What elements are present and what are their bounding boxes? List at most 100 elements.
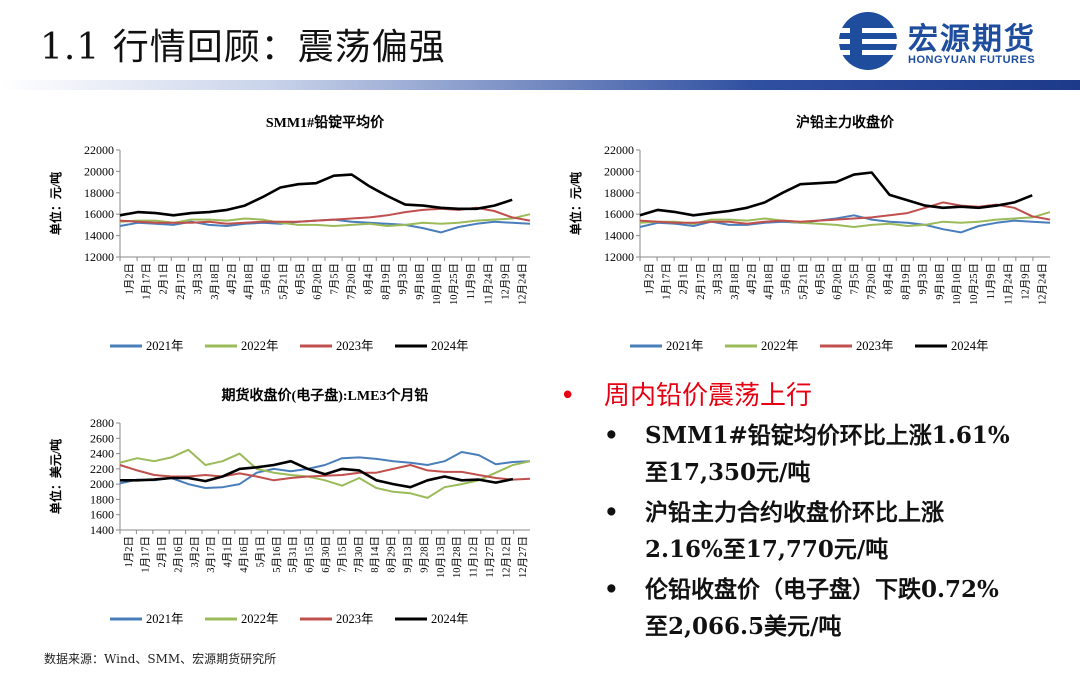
chart-title: 沪铅主力收盘价 — [796, 114, 895, 131]
series-line-2022 — [119, 448, 531, 499]
y-tick-label: 18000 — [84, 186, 114, 200]
x-tick-label: 10月25日 — [448, 263, 460, 305]
x-tick-label: 12月9日 — [1019, 263, 1031, 300]
bullet-main: • 周内铅价震荡上行 — [560, 378, 1070, 414]
x-tick-label: 5月16日 — [271, 536, 283, 573]
y-tick-label: 18000 — [604, 186, 634, 200]
x-tick-label: 9月28日 — [418, 536, 430, 573]
x-tick-label: 7月15日 — [336, 536, 348, 573]
title-underline-bar — [0, 80, 1080, 90]
x-tick-label: 8月4日 — [883, 263, 895, 295]
legend-label: 2023年 — [856, 339, 894, 353]
x-tick-label: 2月17日 — [695, 263, 707, 300]
x-tick-label: 5月6日 — [780, 263, 792, 295]
logo-english-text: HONGYUAN FUTURES — [908, 54, 1036, 66]
x-tick-label: 5月31日 — [287, 536, 299, 573]
x-tick-label: 7月30日 — [353, 536, 365, 573]
y-tick-label: 2800 — [90, 416, 114, 430]
series-line-2021 — [639, 214, 1051, 234]
x-tick-label: 10月10日 — [431, 263, 443, 305]
bullet-item-line: 伦铅收盘价（电子盘）下跌0.72% — [645, 576, 999, 603]
x-tick-label: 2月17日 — [175, 263, 187, 300]
x-tick-label: 12月9日 — [499, 263, 511, 300]
x-tick-label: 8月4日 — [363, 263, 375, 295]
x-tick-label: 3月18日 — [729, 263, 741, 300]
bullet-item-line: 至17,350元/吨 — [645, 459, 811, 486]
x-tick-label: 7月20日 — [346, 263, 358, 300]
legend-label: 2024年 — [951, 339, 989, 353]
x-tick-label: 12月27日 — [517, 536, 529, 578]
legend-label: 2023年 — [336, 612, 374, 626]
x-tick-label: 5月21日 — [277, 263, 289, 300]
y-tick-label: 12000 — [84, 250, 114, 264]
y-tick-label: 22000 — [604, 143, 634, 157]
chart-title: 期货收盘价(电子盘):LME3个月铅 — [222, 387, 429, 404]
legend-label: 2022年 — [241, 339, 279, 353]
x-tick-label: 8月19日 — [380, 263, 392, 300]
x-tick-label: 9月3日 — [917, 263, 929, 295]
x-tick-label: 11月9日 — [465, 263, 477, 299]
x-tick-label: 3月3日 — [192, 263, 204, 295]
series-line-2023 — [119, 464, 531, 482]
logo-chinese-text: 宏源期货 — [908, 22, 1036, 57]
x-tick-label: 2月1日 — [156, 536, 168, 568]
x-tick-label: 11月24日 — [482, 263, 494, 305]
x-tick-label: 9月13日 — [402, 536, 414, 573]
x-tick-label: 2月16日 — [172, 536, 184, 573]
x-tick-label: 11月24日 — [1002, 263, 1014, 305]
legend-label: 2024年 — [431, 612, 469, 626]
x-tick-label: 6月20日 — [831, 263, 843, 300]
x-tick-label: 11月27日 — [484, 536, 496, 578]
bullet-item-line: 至2,066.5美元/吨 — [645, 613, 842, 640]
x-tick-label: 8月29日 — [386, 536, 398, 573]
y-tick-label: 2200 — [90, 462, 114, 476]
y-tick-label: 20000 — [604, 164, 634, 178]
x-tick-label: 1月2日 — [644, 263, 656, 295]
logo-mark-icon — [838, 12, 898, 70]
series-line-2022 — [639, 211, 1051, 228]
x-tick-label: 10月13日 — [435, 536, 447, 578]
x-tick-label: 10月25日 — [968, 263, 980, 305]
legend-label: 2021年 — [666, 339, 704, 353]
chart-shfe-lead-close: 沪铅主力收盘价 单位：元/吨 12000 14000 16000 18000 20000 22… — [560, 105, 1070, 375]
x-tick-label: 2月1日 — [678, 263, 690, 295]
bullet-dot-icon: • — [604, 499, 619, 526]
x-tick-label: 6月30日 — [320, 536, 332, 573]
x-tick-label: 6月15日 — [304, 536, 316, 573]
legend-label: 2024年 — [431, 339, 469, 353]
y-tick-label: 2000 — [90, 477, 114, 491]
company-logo: 宏源期货 HONGYUAN FUTURES — [828, 8, 1073, 74]
x-tick-label: 4月18日 — [763, 263, 775, 300]
x-tick-label: 1月17日 — [140, 536, 152, 573]
y-tick-label: 1600 — [90, 508, 114, 522]
bullet-item-line: 2.16%至17,770元/吨 — [645, 536, 889, 563]
data-source-note: 数据来源：Wind、SMM、宏源期货研究所 — [44, 652, 277, 666]
x-tick-label: 4月18日 — [243, 263, 255, 300]
x-tick-label: 7月5日 — [849, 263, 861, 295]
legend-label: 2022年 — [241, 612, 279, 626]
chart-title: SMM1#铅锭平均价 — [266, 114, 385, 131]
x-tick-label: 7月5日 — [329, 263, 341, 295]
y-axis-label: 单位：元/吨 — [568, 172, 583, 235]
x-tick-label: 5月21日 — [797, 263, 809, 300]
y-tick-label: 16000 — [84, 207, 114, 221]
x-tick-label: 12月12日 — [500, 536, 512, 578]
x-tick-label: 3月2日 — [189, 536, 201, 568]
x-tick-label: 11月12日 — [468, 536, 480, 578]
y-tick-label: 1800 — [90, 492, 114, 506]
series-line-2024 — [119, 173, 513, 217]
bullet-item: • SMM1#铅锭均价环比上涨1.61% 至17,350元/吨 — [560, 417, 1070, 491]
x-tick-label: 6月20日 — [311, 263, 323, 300]
x-tick-label: 9月3日 — [397, 263, 409, 295]
y-tick-label: 16000 — [604, 207, 634, 221]
x-tick-label: 1月17日 — [141, 263, 153, 300]
x-tick-label: 1月17日 — [661, 263, 673, 300]
x-tick-label: 9月18日 — [414, 263, 426, 300]
bullet-item-line: 沪铅主力合约收盘价环比上涨 — [645, 499, 944, 526]
x-tick-label: 3月18日 — [209, 263, 221, 300]
x-tick-label: 10月28日 — [451, 536, 463, 578]
x-tick-label: 7月20日 — [866, 263, 878, 300]
bullet-item: • 伦铅收盘价（电子盘）下跌0.72% 至2,066.5美元/吨 — [560, 571, 1070, 645]
